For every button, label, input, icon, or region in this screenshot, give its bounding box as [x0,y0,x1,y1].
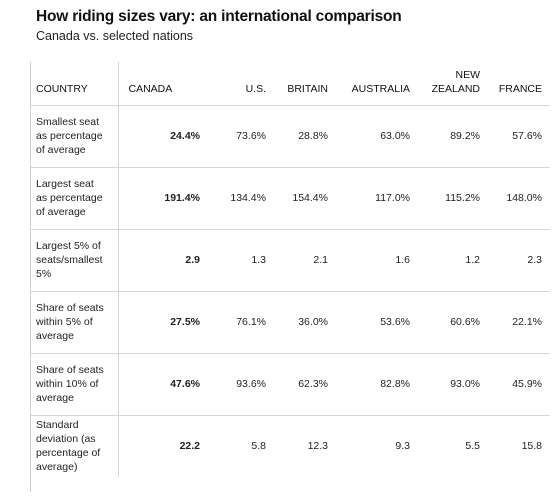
cell-france: 45.9% [486,353,550,416]
cell-australia: 53.6% [334,291,416,354]
text-line: AUSTRALIA [351,82,410,95]
chart-subtitle: Canada vs. selected nations [36,29,194,43]
cell-new-zealand: 93.0% [416,353,486,416]
text-line: of average [36,206,86,218]
cell-u-s: 76.1% [214,291,272,354]
text-line: within 5% of [36,316,93,328]
text-line: NEW [455,68,481,81]
cell-britain: 36.0% [272,291,334,354]
cell-britain: 2.1 [272,229,334,292]
text-line: as percentage [36,130,103,142]
cell-france: 57.6% [486,105,550,168]
row-label: Standard deviation (as percentage of averag… [30,415,118,477]
column-header-canada: CANADA [117,62,214,106]
table-row: Share of seats within 10% of average 47.6% 9… [30,353,550,416]
text-line: CANADA [128,82,173,95]
cell-canada: 22.2 [117,415,214,477]
cell-canada: 47.6% [117,353,214,416]
text-line: of average [36,144,86,156]
cell-u-s: 73.6% [214,105,272,168]
text-line: Share of seats [36,302,104,314]
text-line: 5% [36,268,52,280]
cell-canada: 24.4% [117,105,214,168]
text-line: seats/smallest [36,254,103,266]
cell-britain: 62.3% [272,353,334,416]
cell-u-s: 93.6% [214,353,272,416]
comparison-table: COUNTRY CANADA U.S. BRITAIN AUSTRALIA NEW ZEAL… [30,62,550,477]
cell-new-zealand: 89.2% [416,105,486,168]
cell-canada: 2.9 [117,229,214,292]
text-line: Smallest seat [36,116,100,128]
cell-britain: 154.4% [272,167,334,230]
cell-britain: 28.8% [272,105,334,168]
cell-new-zealand: 1.2 [416,229,486,292]
text-line: average [36,330,74,342]
cell-u-s: 134.4% [214,167,272,230]
column-header-australia: AUSTRALIA [334,62,416,106]
cell-france: 22.1% [486,291,550,354]
cell-new-zealand: 5.5 [465,440,480,453]
cell-u-s: 5.8 [251,440,266,453]
cell-australia: 63.0% [334,105,416,168]
text-line: FRANCE [498,82,542,95]
cell-new-zealand: 60.6% [416,291,486,354]
text-line: Largest 5% of [36,240,101,252]
text-line: U.S. [245,82,266,95]
text-line: as percentage [36,192,103,204]
text-line: within 10% of [36,378,99,390]
text-line: Largest seat [36,178,94,190]
table-row: Largest 5% of seats/smallest 5% 2.9 1.3 2.1 1.… [30,229,550,292]
cell-new-zealand: 115.2% [416,167,486,230]
cell-australia: 9.3 [395,440,410,453]
text-line: BRITAIN [287,82,328,95]
row-label: Largest 5% of seats/smallest 5% [30,229,118,292]
text-line: Share of seats [36,364,104,376]
cell-france: 15.8 [521,440,542,453]
cell-france: 148.0% [486,167,550,230]
cell-britain: 12.3 [307,440,328,453]
row-label: Largest seat as percentage of average [30,167,118,230]
cell-australia: 117.0% [334,167,416,230]
chart-title: How riding sizes vary: an international … [36,8,402,25]
column-header-britain: BRITAIN [272,62,334,106]
text-line: COUNTRY [36,82,88,95]
text-line: average) [36,461,78,474]
text-line: average [36,392,74,404]
table-row: Standard deviation (as percentage of averag… [30,415,550,477]
table-row: Largest seat as percentage of average 191.4… [30,167,550,230]
row-label: Share of seats within 10% of average [30,353,118,416]
column-header-country: COUNTRY [30,62,118,106]
cell-u-s: 1.3 [214,229,272,292]
table-body: Smallest seat as percentage of average 24.4… [30,105,550,477]
header-row: COUNTRY CANADA U.S. BRITAIN AUSTRALIA NEW ZEAL… [30,62,550,106]
cell-australia: 1.6 [334,229,416,292]
table-row: Smallest seat as percentage of average 24.4… [30,105,550,168]
cell-canada: 27.5% [117,291,214,354]
row-label: Share of seats within 5% of average [30,291,118,354]
text-line: percentage of [36,447,101,460]
column-header-new-zealand: NEW ZEALAND [416,62,486,106]
table-row: Share of seats within 5% of average 27.5% 76… [30,291,550,354]
cell-australia: 82.8% [334,353,416,416]
cell-canada: 191.4% [117,167,214,230]
cell-france: 2.3 [486,229,550,292]
text-line: Standard [36,419,79,432]
text-line: ZEALAND [431,82,480,95]
text-line: deviation (as [36,433,96,446]
column-header-france: FRANCE [486,62,550,106]
column-header-u-s: U.S. [214,62,272,106]
row-label: Smallest seat as percentage of average [30,105,118,168]
